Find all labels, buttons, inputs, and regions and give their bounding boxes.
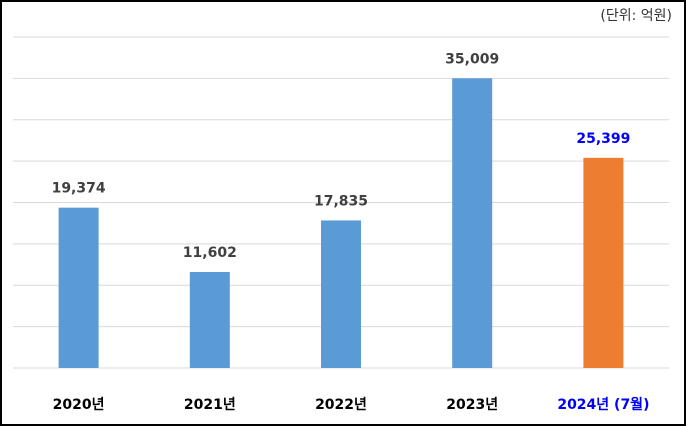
bar — [452, 78, 493, 368]
x-tick-label: 2020년 — [53, 397, 105, 413]
bar — [189, 271, 230, 368]
bar — [321, 220, 361, 368]
bar — [583, 157, 624, 368]
x-tick-label: 2022년 — [315, 397, 367, 413]
x-tick-label: 2024년 (7월) — [557, 396, 649, 413]
bar — [58, 207, 99, 368]
x-tick-label: 2023년 — [446, 397, 498, 413]
value-label: 17,835 — [314, 193, 368, 209]
value-label: 11,602 — [183, 245, 237, 261]
value-label: 35,009 — [445, 51, 499, 67]
value-label: 19,374 — [52, 181, 106, 197]
value-label: 25,399 — [576, 131, 630, 147]
unit-note: (단위: 억원) — [600, 8, 672, 24]
x-tick-label: 2021년 — [184, 397, 236, 413]
